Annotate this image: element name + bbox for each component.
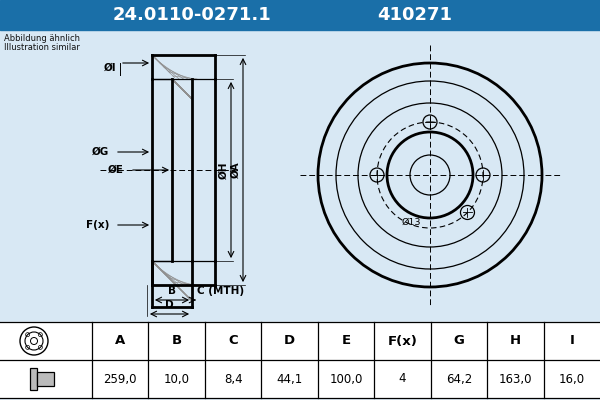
Text: I: I	[569, 334, 574, 348]
Text: D: D	[284, 334, 295, 348]
Text: 8,4: 8,4	[224, 372, 242, 386]
Text: 259,0: 259,0	[103, 372, 137, 386]
Bar	[0, 0, 600, 30]
Text: ØG: ØG	[92, 147, 109, 157]
Text: 10,0: 10,0	[164, 372, 190, 386]
Text: 410271: 410271	[377, 6, 452, 24]
Text: F(x): F(x)	[388, 334, 418, 348]
Text: G: G	[454, 334, 464, 348]
Text: 64,2: 64,2	[446, 372, 472, 386]
Text: H: H	[510, 334, 521, 348]
Bar	[37, 372, 54, 386]
Text: C (MTH): C (MTH)	[197, 286, 244, 296]
Text: ØA: ØA	[231, 162, 241, 178]
Text: 4: 4	[398, 372, 406, 386]
Bar	[30, 368, 37, 390]
Text: 100,0: 100,0	[329, 372, 362, 386]
Text: Ø13: Ø13	[402, 218, 421, 226]
Text: ØH: ØH	[219, 161, 229, 179]
Text: Abbildung ähnlich: Abbildung ähnlich	[4, 34, 80, 43]
Text: 163,0: 163,0	[499, 372, 532, 386]
Bar	[0, 322, 600, 398]
Text: Illustration similar: Illustration similar	[4, 43, 80, 52]
Text: ØE: ØE	[108, 165, 124, 175]
Text: B: B	[168, 286, 176, 296]
Text: 24.0110-0271.1: 24.0110-0271.1	[113, 6, 271, 24]
Text: 16,0: 16,0	[559, 372, 585, 386]
Text: 44,1: 44,1	[277, 372, 302, 386]
Text: A: A	[115, 334, 125, 348]
Text: ØI: ØI	[103, 63, 116, 73]
Text: B: B	[172, 334, 182, 348]
Text: C: C	[228, 334, 238, 348]
Text: D: D	[165, 300, 174, 310]
Text: E: E	[341, 334, 350, 348]
Text: F(x): F(x)	[86, 220, 109, 230]
